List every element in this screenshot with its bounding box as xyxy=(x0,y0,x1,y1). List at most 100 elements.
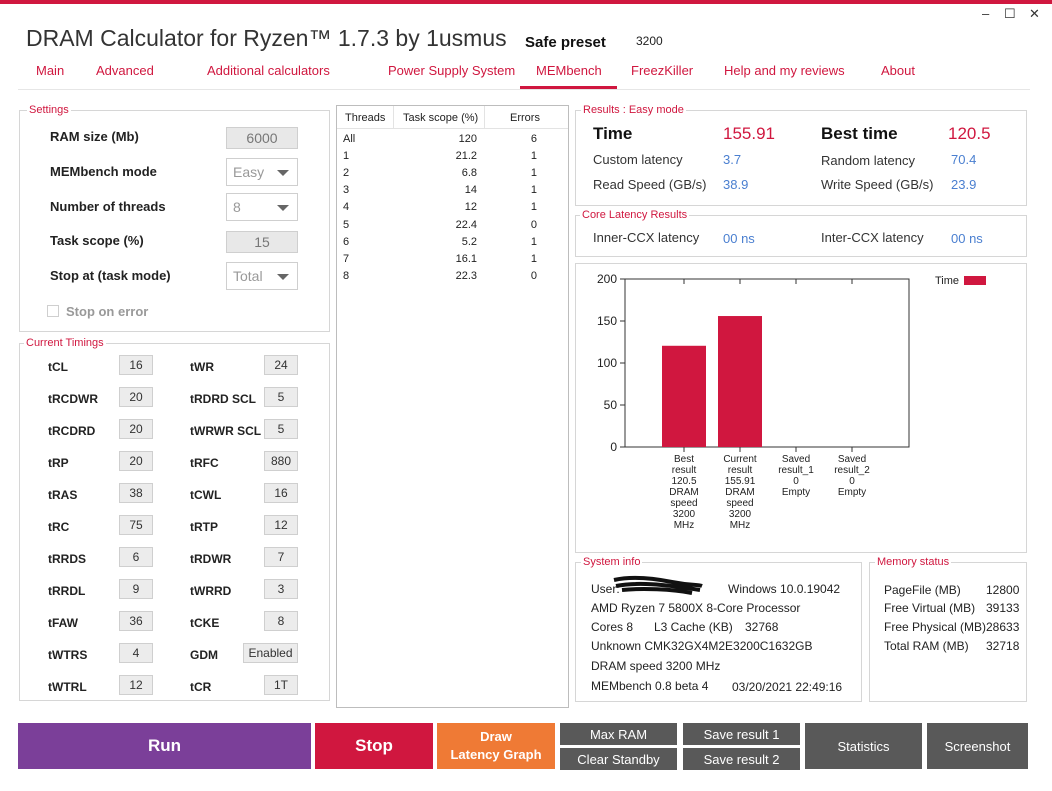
threads-value: 8 xyxy=(233,199,241,215)
y-tick-label: 100 xyxy=(597,356,617,370)
tab-about[interactable]: About xyxy=(881,63,915,78)
membench-version: MEMbench 0.8 beta 4 xyxy=(591,679,709,693)
x-tick-label: MHz xyxy=(674,520,695,531)
table-header-threads[interactable]: Threads xyxy=(345,112,386,124)
timing-value-tcke: 8 xyxy=(264,611,298,631)
timing-value-tfaw: 36 xyxy=(119,611,153,631)
bar xyxy=(718,316,762,447)
preset-label: Safe preset xyxy=(525,34,606,51)
clear-standby-button[interactable]: Clear Standby xyxy=(560,748,677,770)
membench-mode-value: Easy xyxy=(233,164,265,180)
draw-label: Draw xyxy=(480,729,512,744)
statistics-button[interactable]: Statistics xyxy=(805,723,922,769)
max-ram-button[interactable]: Max RAM xyxy=(560,723,677,745)
table-cell-errors: 0 xyxy=(530,269,537,282)
close-icon[interactable]: ✕ xyxy=(1029,6,1040,21)
x-tick-label: Saved xyxy=(838,454,866,465)
y-tick-label: 200 xyxy=(597,272,617,286)
table-cell-errors: 1 xyxy=(530,150,537,163)
timing-label-twrrd: tWRRD xyxy=(190,584,232,598)
stop-at-select[interactable]: Total xyxy=(226,262,298,290)
table-cell-threads: 6 xyxy=(343,235,350,248)
stop-on-error-checkbox[interactable] xyxy=(47,305,59,317)
datetime: 03/20/2021 22:49:16 xyxy=(732,680,843,694)
results-panel xyxy=(575,110,1027,206)
table-cell-task-scope: 6.8 xyxy=(461,167,477,180)
table-header-task-scope[interactable]: Task scope (%) xyxy=(403,112,479,124)
tab-power-supply-system[interactable]: Power Supply System xyxy=(388,63,516,78)
task-scope-label: Task scope (%) xyxy=(50,233,144,248)
stop-button[interactable]: Stop xyxy=(315,723,433,769)
screenshot-button[interactable]: Screenshot xyxy=(927,723,1028,769)
timing-label-twtrs: tWTRS xyxy=(48,648,88,662)
ram-size-label: RAM size (Mb) xyxy=(50,129,139,144)
tab-advanced[interactable]: Advanced xyxy=(96,63,154,78)
table-cell-task-scope: 5.2 xyxy=(461,235,477,248)
table-cell-errors: 6 xyxy=(530,133,537,145)
timing-value-trrdl: 9 xyxy=(119,579,153,599)
legend-label: Time xyxy=(935,275,959,287)
tab-additional-calculators[interactable]: Additional calculators xyxy=(207,63,330,78)
x-tick-label: 3200 xyxy=(673,509,696,520)
settings-panel xyxy=(19,110,330,332)
x-tick-label: 0 xyxy=(849,476,855,487)
results-title: Results : Easy mode xyxy=(581,104,686,116)
timing-label-trrds: tRRDS xyxy=(48,552,86,566)
timing-label-trtp: tRTP xyxy=(190,520,218,534)
cpu-cores: Cores 8 xyxy=(591,620,634,634)
timing-value-twr: 24 xyxy=(264,355,298,375)
random-latency-value: 70.4 xyxy=(951,152,977,167)
membench-mode-select[interactable]: Easy xyxy=(226,158,298,186)
core-latency-panel xyxy=(575,215,1027,257)
x-tick-label: 0 xyxy=(793,476,799,487)
tab-main[interactable]: Main xyxy=(36,63,65,78)
dram-speed: DRAM speed 3200 MHz xyxy=(591,659,721,673)
table-cell-errors: 0 xyxy=(530,218,537,231)
timing-value-trrds: 6 xyxy=(119,547,153,567)
x-tick-label: result xyxy=(728,465,753,476)
timing-label-trc: tRC xyxy=(48,520,70,534)
preset-value[interactable]: 3200 xyxy=(636,34,663,48)
y-tick-label: 150 xyxy=(597,314,617,328)
table-cell-threads: 4 xyxy=(343,201,350,214)
timing-label-tras: tRAS xyxy=(48,488,78,502)
table-cell-task-scope: 120 xyxy=(458,133,477,145)
timing-label-tcwl: tCWL xyxy=(190,488,222,502)
maximize-icon[interactable]: ☐ xyxy=(1004,6,1016,21)
timing-label-trdrd-scl: tRDRD SCL xyxy=(190,392,256,406)
table-header-errors[interactable]: Errors xyxy=(510,112,540,124)
timing-value-tcl: 16 xyxy=(119,355,153,375)
active-tab-indicator xyxy=(520,86,617,89)
timing-label-trfc: tRFC xyxy=(190,456,219,470)
tab-membench[interactable]: MEMbench xyxy=(536,63,602,78)
draw-latency-graph-button[interactable]: Draw Latency Graph xyxy=(437,723,555,769)
l3-cache-label: L3 Cache (KB) xyxy=(654,620,733,634)
save-result-2-button[interactable]: Save result 2 xyxy=(683,748,800,770)
table-cell-threads: 1 xyxy=(343,150,350,163)
ram-size-input[interactable]: 6000 xyxy=(226,127,298,149)
x-tick-label: MHz xyxy=(730,520,751,531)
x-tick-label: Empty xyxy=(838,487,866,498)
timing-label-twtrl: tWTRL xyxy=(48,680,87,694)
threads-select[interactable]: 8 xyxy=(226,193,298,221)
run-button[interactable]: Run xyxy=(18,723,311,769)
total-ram-value: 32718 xyxy=(986,639,1020,653)
chevron-down-icon xyxy=(277,170,289,176)
timing-value-tcwl: 16 xyxy=(264,483,298,503)
timing-value-trdwr: 7 xyxy=(264,547,298,567)
chevron-down-icon xyxy=(277,205,289,211)
table-cell-errors: 1 xyxy=(530,167,537,180)
table-cell-threads: 3 xyxy=(343,184,350,197)
minimize-icon[interactable]: – xyxy=(982,6,990,21)
pagefile-label: PageFile (MB) xyxy=(884,583,961,597)
tab-freezkiller[interactable]: FreezKiller xyxy=(631,63,694,78)
table-cell-threads: All xyxy=(343,133,356,145)
save-result-1-button[interactable]: Save result 1 xyxy=(683,723,800,745)
tab-help-and-reviews[interactable]: Help and my reviews xyxy=(724,63,845,78)
task-scope-input[interactable]: 15 xyxy=(226,231,298,253)
settings-title: Settings xyxy=(27,104,71,116)
threads-table[interactable] xyxy=(336,105,569,708)
system-info-title: System info xyxy=(581,556,643,568)
l3-cache-value: 32768 xyxy=(745,620,779,634)
inter-ccx-value: 00 ns xyxy=(951,231,983,246)
